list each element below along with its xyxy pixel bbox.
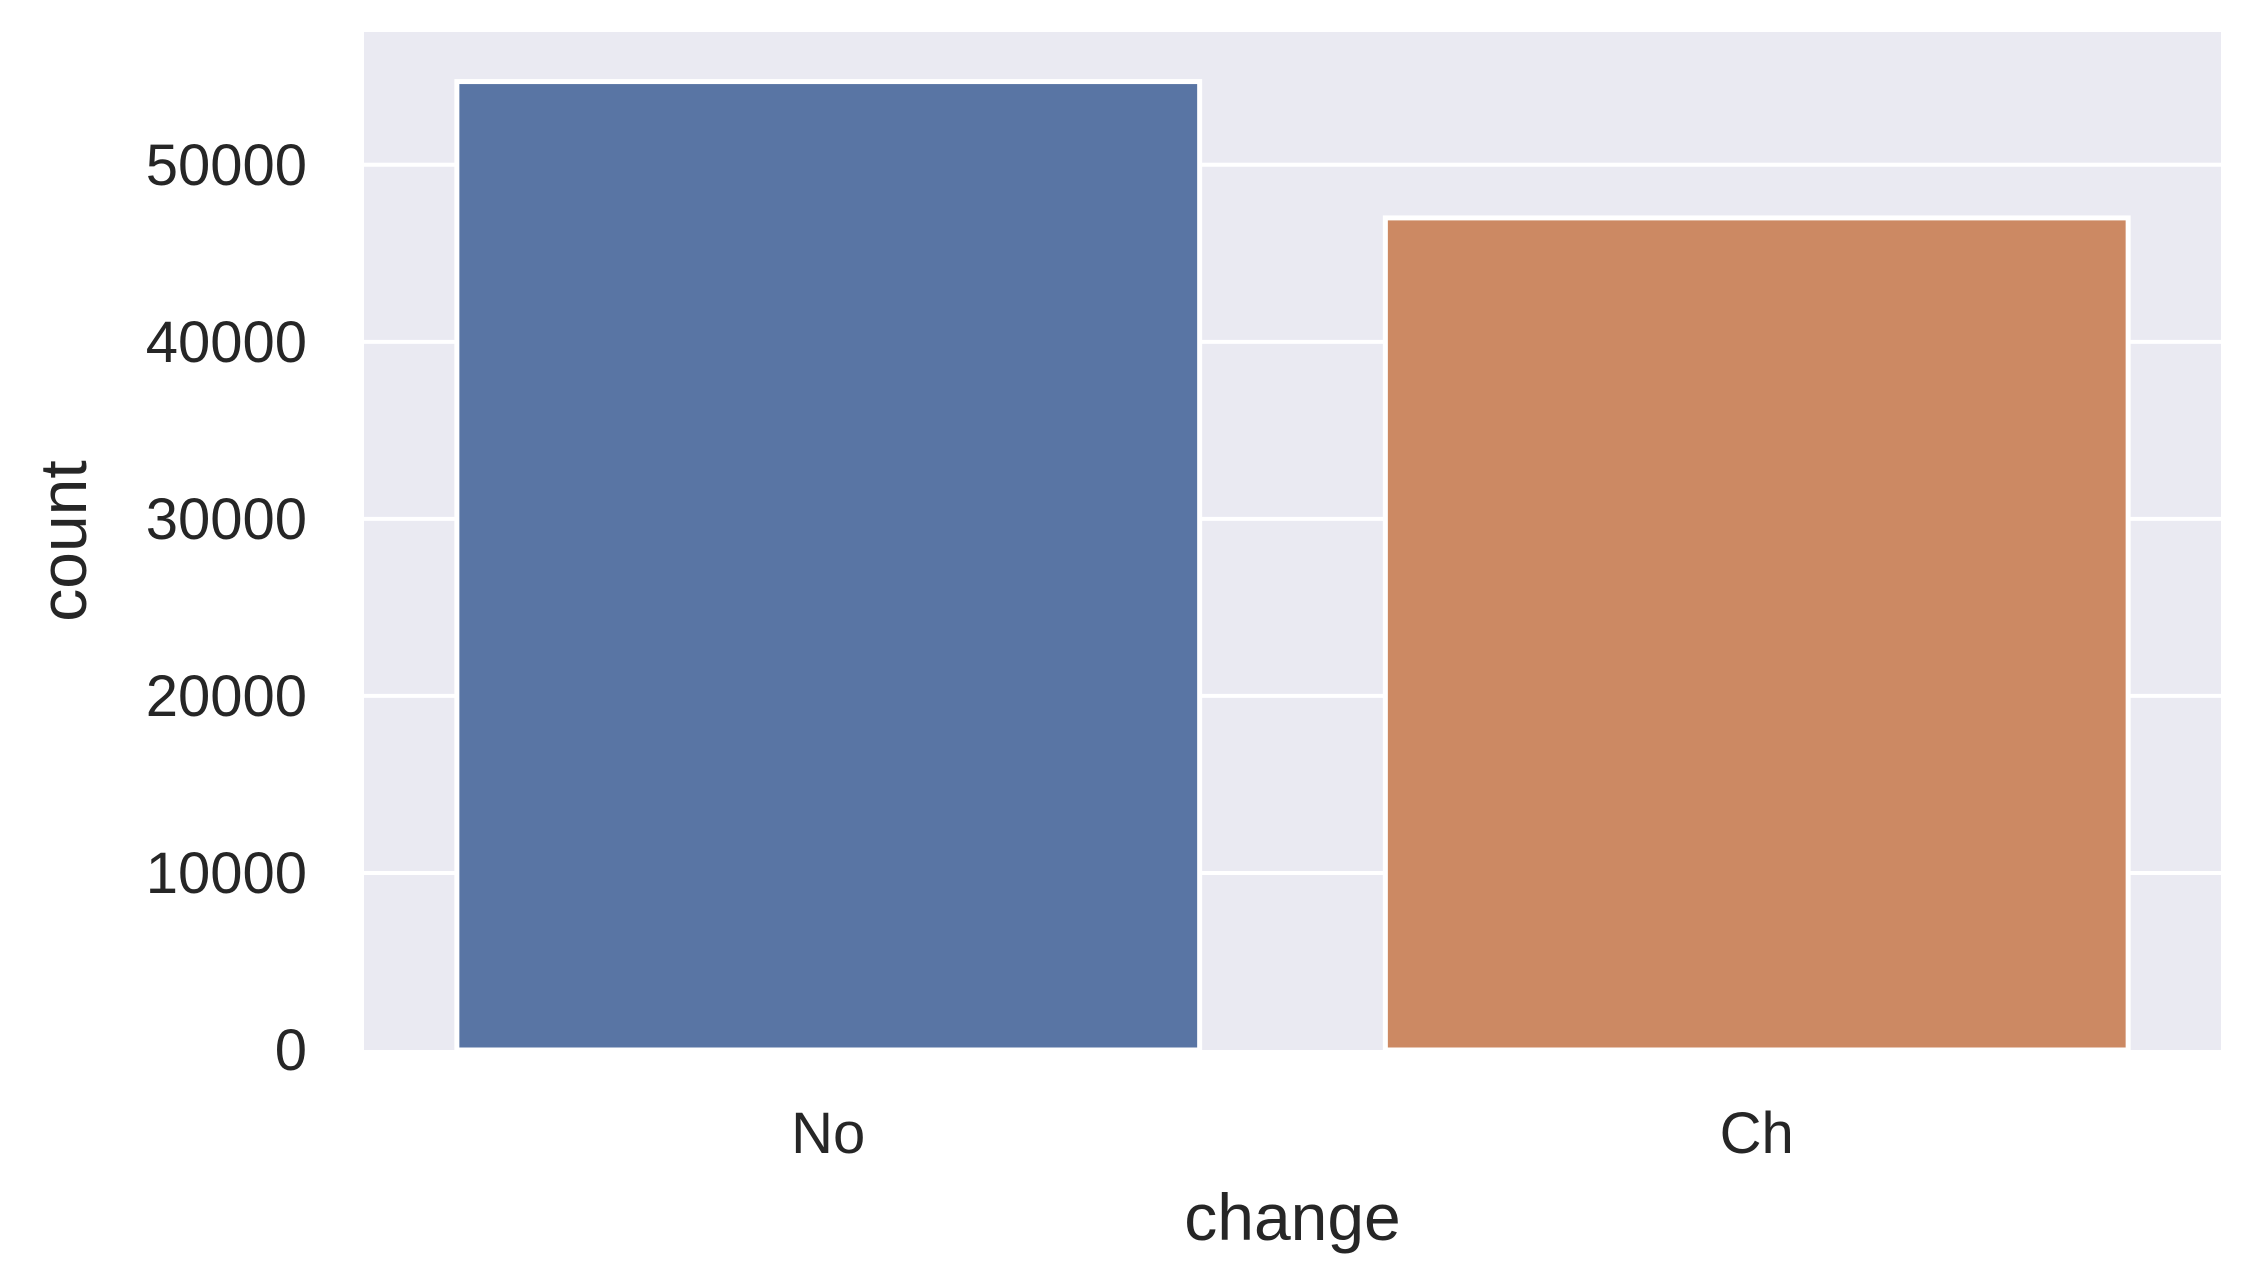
x-axis-label: change bbox=[1184, 1180, 1401, 1254]
y-tick-label: 0 bbox=[275, 1018, 307, 1083]
x-tick-label: No bbox=[791, 1101, 865, 1166]
y-tick-label: 40000 bbox=[146, 310, 307, 375]
x-tick-labels: No Ch bbox=[791, 1101, 1794, 1166]
y-tick-labels: 0 10000 20000 30000 40000 50000 bbox=[146, 133, 307, 1083]
bar-ch bbox=[1382, 215, 2131, 1053]
x-tick-label: Ch bbox=[1720, 1101, 1794, 1166]
bars bbox=[454, 79, 2131, 1053]
bar-no bbox=[454, 79, 1203, 1053]
y-axis-label: count bbox=[26, 460, 100, 621]
y-tick-label: 50000 bbox=[146, 133, 307, 198]
y-tick-label: 30000 bbox=[146, 487, 307, 552]
y-tick-label: 20000 bbox=[146, 664, 307, 729]
y-tick-label: 10000 bbox=[146, 841, 307, 906]
